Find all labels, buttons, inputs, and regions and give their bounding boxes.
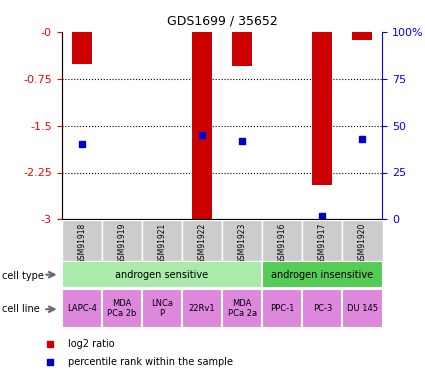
Bar: [182, 220, 222, 261]
Text: percentile rank within the sample: percentile rank within the sample: [68, 357, 233, 367]
Text: GSM91916: GSM91916: [278, 223, 287, 264]
Text: GSM91921: GSM91921: [157, 223, 167, 264]
Bar: [343, 220, 382, 261]
Bar: [262, 289, 302, 328]
Text: androgen sensitive: androgen sensitive: [115, 270, 208, 279]
Text: cell line: cell line: [2, 304, 40, 313]
Text: GSM91918: GSM91918: [77, 223, 86, 264]
Text: MDA
PCa 2a: MDA PCa 2a: [227, 299, 257, 318]
Bar: [312, 32, 332, 185]
Text: log2 ratio: log2 ratio: [68, 339, 114, 349]
Bar: [343, 289, 382, 328]
Bar: [352, 32, 372, 40]
Title: GDS1699 / 35652: GDS1699 / 35652: [167, 15, 278, 28]
Text: GSM91923: GSM91923: [238, 223, 246, 264]
Text: LNCa
P: LNCa P: [151, 299, 173, 318]
Bar: [142, 220, 182, 261]
Text: androgen insensitive: androgen insensitive: [271, 270, 374, 279]
Bar: [142, 289, 182, 328]
Bar: [232, 32, 252, 66]
Bar: [222, 220, 262, 261]
Bar: [102, 220, 142, 261]
Text: PPC-1: PPC-1: [270, 304, 295, 313]
Text: PC-3: PC-3: [313, 304, 332, 313]
Bar: [302, 220, 343, 261]
Bar: [62, 261, 262, 288]
Bar: [62, 289, 102, 328]
Text: GSM91919: GSM91919: [117, 223, 126, 264]
Bar: [262, 220, 302, 261]
Bar: [102, 289, 142, 328]
Bar: [302, 289, 343, 328]
Text: 22Rv1: 22Rv1: [189, 304, 215, 313]
Text: GSM91920: GSM91920: [358, 223, 367, 264]
Text: GSM91917: GSM91917: [318, 223, 327, 264]
Bar: [62, 220, 102, 261]
Bar: [182, 289, 222, 328]
Text: cell type: cell type: [2, 272, 44, 281]
Bar: [222, 289, 262, 328]
Text: DU 145: DU 145: [347, 304, 378, 313]
Text: LAPC-4: LAPC-4: [67, 304, 96, 313]
Bar: [262, 261, 382, 288]
Text: MDA
PCa 2b: MDA PCa 2b: [107, 299, 136, 318]
Bar: [192, 32, 212, 219]
Bar: [72, 32, 92, 64]
Text: GSM91922: GSM91922: [198, 223, 207, 264]
